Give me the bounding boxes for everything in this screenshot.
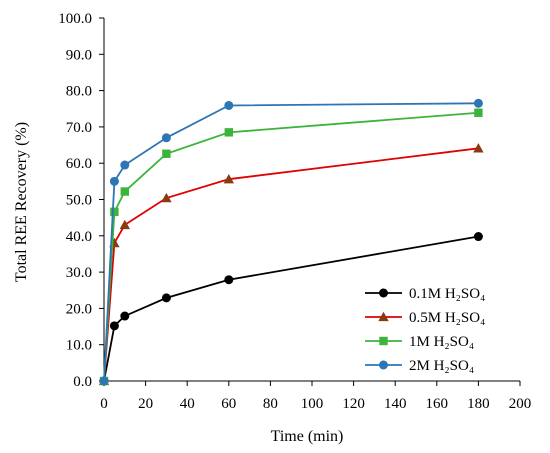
y-tick-label: 90.0	[66, 47, 92, 63]
x-tick-label: 200	[509, 396, 532, 412]
x-tick-label: 20	[138, 396, 153, 412]
data-point-s3	[224, 100, 234, 110]
y-tick-label: 100.0	[58, 11, 92, 27]
y-tick-label: 50.0	[66, 193, 92, 209]
x-tick-label: 0	[100, 396, 108, 412]
data-point-s3	[120, 160, 130, 170]
data-point-s1	[161, 192, 172, 203]
y-tick-label: 30.0	[66, 265, 92, 281]
x-tick-label: 60	[221, 396, 236, 412]
legend: 0.1M H₂SO₄ 0.5M H₂SO₄ 1M H₂SO₄ 2M H₂SO₄	[365, 286, 485, 374]
legend-label-2: 1M H₂SO₄	[409, 334, 474, 350]
legend-marker-0	[379, 288, 388, 298]
data-point-s3	[473, 98, 483, 108]
plot-area: 0.0 10.0 20.0 30.0 40.0 50.0 60.0 70.0 80.0 90.0 1…	[58, 11, 531, 412]
x-tick-label: 80	[263, 396, 278, 412]
data-point-s0	[109, 321, 119, 331]
data-point-s2	[162, 149, 171, 158]
y-tick-label: 10.0	[66, 338, 92, 354]
y-tick-label: 70.0	[66, 120, 92, 136]
x-tick-label: 100	[301, 396, 324, 412]
legend-label-3: 2M H₂SO₄	[409, 358, 474, 374]
y-tick-label: 80.0	[66, 84, 92, 100]
legend-label-0: 0.1M H₂SO₄	[409, 286, 485, 302]
data-point-s0	[224, 275, 234, 285]
data-point-s1	[119, 219, 130, 230]
x-tick-label: 140	[384, 396, 407, 412]
y-axis-title: Total REE Recovery (%)	[13, 122, 30, 282]
data-point-s1	[473, 143, 484, 153]
data-point-s2	[474, 108, 483, 117]
y-tick-label: 0.0	[73, 374, 92, 390]
data-point-s0	[473, 232, 483, 242]
data-point-s3	[109, 176, 119, 186]
y-tick-label: 60.0	[66, 156, 92, 172]
y-axis-title-group: Total REE Recovery (%)	[13, 122, 30, 282]
x-tick-label: 160	[426, 396, 449, 412]
series-line-0	[103, 235, 479, 382]
legend-marker-2	[379, 336, 388, 346]
series-line-1	[103, 147, 479, 382]
data-point-s3	[99, 376, 109, 386]
y-tick-label: 20.0	[66, 301, 92, 317]
legend-marker-1	[378, 311, 389, 322]
x-tick-label: 180	[467, 396, 490, 412]
x-tick-label: 120	[342, 396, 365, 412]
data-point-s0	[120, 311, 130, 321]
legend-label-1: 0.5M H₂SO₄	[409, 310, 485, 326]
data-point-s2	[224, 128, 233, 137]
data-point-s0	[161, 293, 171, 303]
x-axis-title: Time (min)	[271, 428, 344, 445]
data-point-s1	[223, 173, 234, 184]
series-line-3	[103, 102, 479, 382]
x-tick-label: 40	[180, 396, 195, 412]
data-point-s2	[110, 207, 119, 217]
legend-marker-3	[379, 360, 388, 370]
data-point-s3	[161, 133, 171, 143]
series-line-2	[103, 111, 479, 382]
y-tick-label: 40.0	[66, 229, 92, 245]
data-point-s2	[120, 187, 129, 196]
